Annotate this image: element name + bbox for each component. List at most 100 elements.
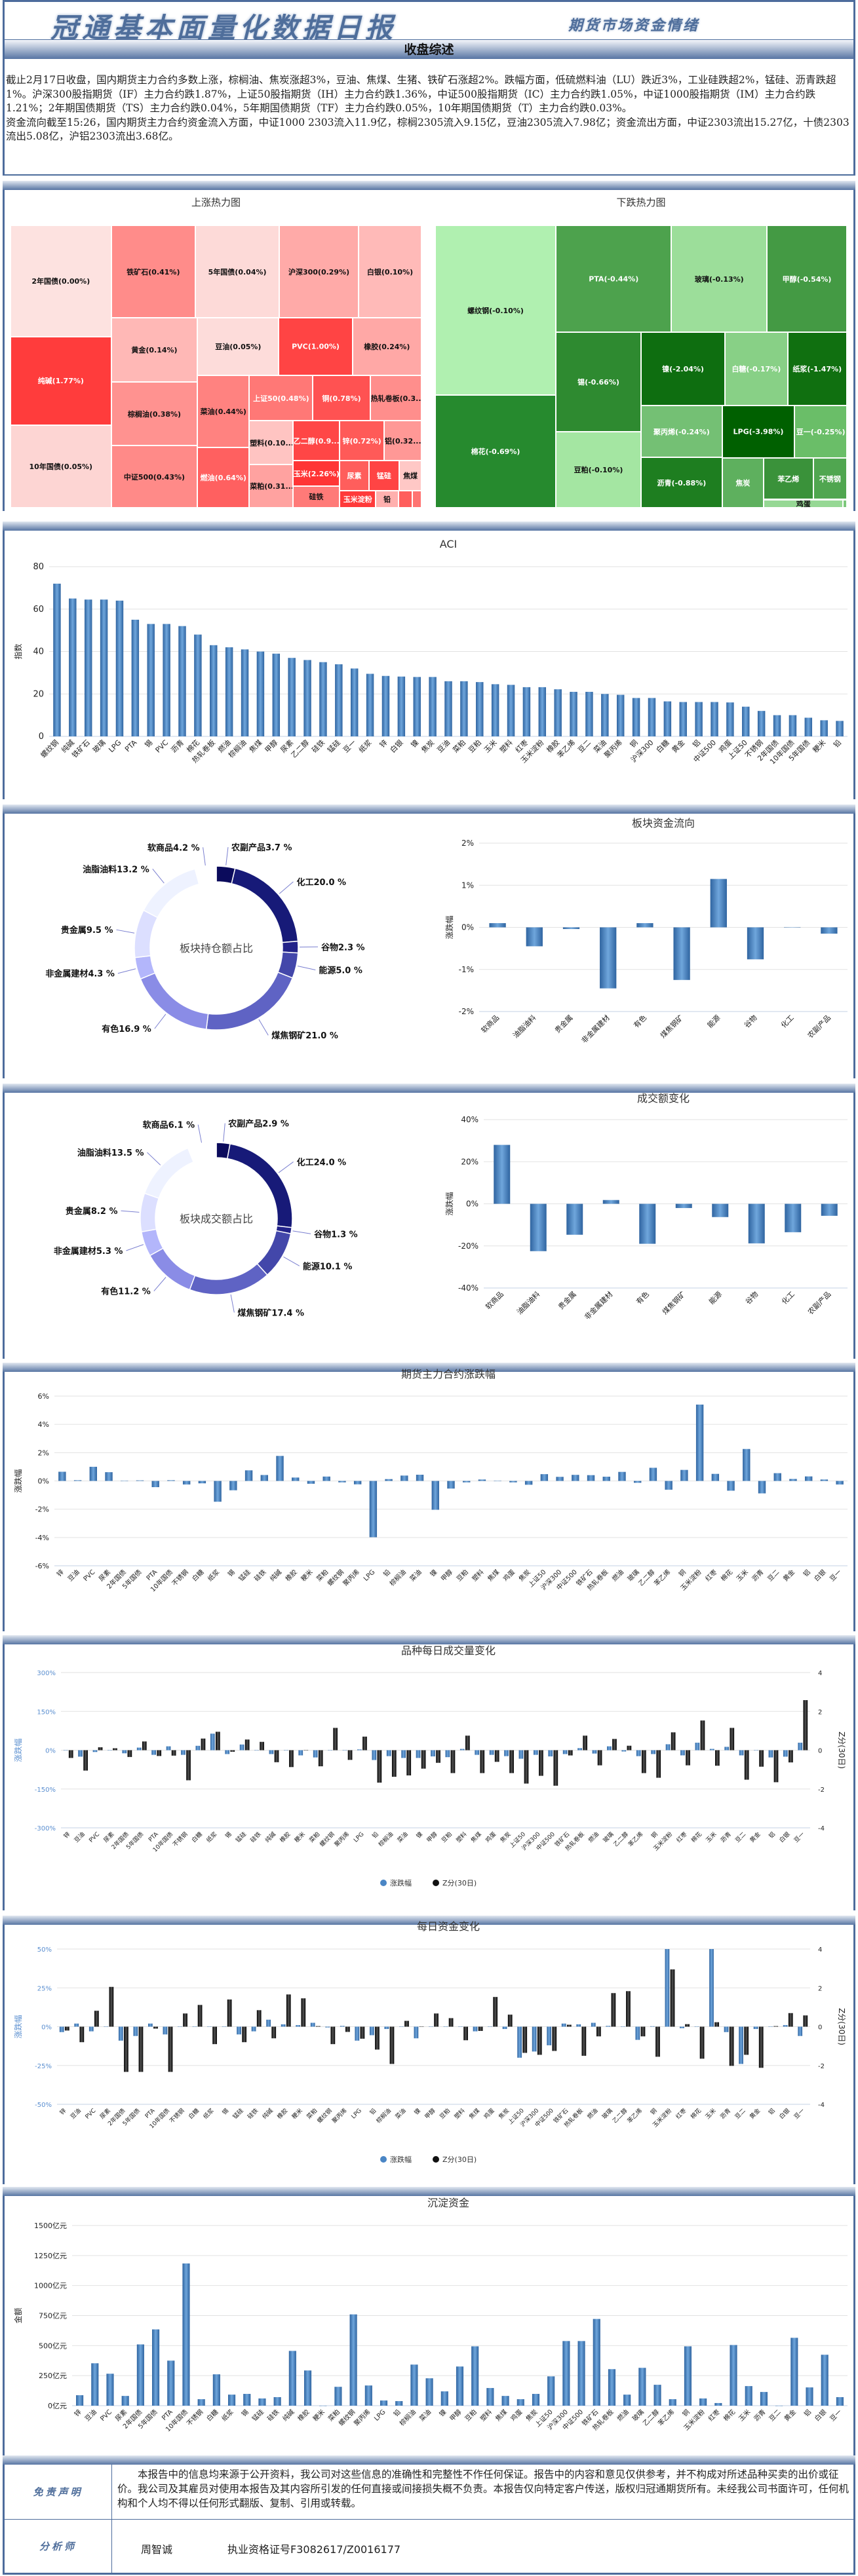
heatmap-cell[interactable]: 铜(0.78%) (313, 375, 370, 421)
heatmap-cell[interactable]: 热轧卷板(0.3... (370, 375, 421, 421)
bar-zscore (729, 2026, 734, 2066)
heatmap-cell[interactable]: 黄金(0.14%) (111, 318, 198, 383)
heatmap-cell[interactable]: 玉米(2.26%) (292, 461, 340, 486)
bar (243, 2394, 251, 2406)
heatmap-cell[interactable]: 2年国债(0.00%) (10, 225, 111, 337)
bar-change (650, 2026, 655, 2027)
heatmap-cell[interactable]: 中证500(0.43%) (111, 445, 198, 508)
heatmap-cell[interactable]: 尿素 (340, 461, 369, 491)
y-tick-label: 1500亿元 (34, 2222, 67, 2230)
heatmap-cell[interactable]: 沥青(-0.88%) (641, 457, 722, 508)
x-tick-label: 红枣 (674, 2107, 688, 2121)
heatmap-cell[interactable]: 白银(0.10%) (359, 225, 421, 318)
heatmap-cell[interactable]: 焦煤 (399, 461, 421, 491)
heatmap-cell[interactable]: 螺纹钢(-0.10%) (435, 225, 556, 396)
x-tick-label: 菜粕 (451, 738, 467, 754)
heatmap-cell[interactable] (398, 491, 413, 508)
bar (444, 681, 452, 736)
bar-zscore (271, 2026, 277, 2039)
bar-zscore (289, 1750, 294, 1768)
heatmap-cell[interactable]: 棕榈油(0.38%) (111, 382, 198, 446)
bar-zscore (744, 2026, 749, 2055)
chart-section (3, 181, 855, 511)
donut-center-title: 板块持仓额占比 (180, 942, 253, 955)
heatmap-cell[interactable]: PTA(-0.44%) (556, 225, 672, 333)
x-tick-label: 化工 (779, 1013, 795, 1029)
bar-change (151, 1750, 157, 1755)
bar (517, 2399, 524, 2406)
heatmap-cell[interactable]: 豆油(0.05%) (197, 318, 279, 376)
heatmap-cell[interactable]: 锌(0.72%) (340, 420, 384, 461)
x-tick-label: 软商品 (484, 1289, 505, 1311)
heatmap-cell[interactable]: 玻璃(-0.13%) (671, 225, 768, 333)
heatmap-cell[interactable]: 铝(0.32... (383, 420, 421, 461)
bar-zscore (744, 1750, 749, 1780)
heatmap-cell-label: PTA(-0.44%) (589, 275, 639, 284)
heatmap-cell[interactable]: 焦炭 (722, 458, 764, 508)
heatmap-cell[interactable]: 燃油(0.64%) (197, 447, 250, 508)
heatmap-cell[interactable]: 铅 (376, 491, 399, 508)
heatmap-cell[interactable]: 不锈钢 (813, 458, 847, 500)
x-tick-label: 橡胶 (284, 1568, 299, 1583)
bar-zscore (83, 1750, 88, 1771)
heatmap-cell-label: 尿素 (347, 472, 362, 481)
heatmap-cell[interactable]: PVC(1.00%) (279, 318, 353, 376)
heatmap-cell[interactable]: 苯乙烯 (764, 458, 813, 500)
heatmap-cell[interactable]: 锡(-0.66%) (556, 332, 641, 432)
summary-textarea[interactable]: 截止2月17日收盘，国内期货主力合约多数上涨，棕榈油、焦炭涨超3%，豆油、焦煤、… (3, 59, 855, 176)
heatmap-cell[interactable]: 菜粕(0.31... (249, 464, 293, 508)
heatmap-cell[interactable]: 纯碱(1.77%) (10, 336, 111, 426)
heatmap-cell[interactable]: 豆粕(-0.10%) (556, 432, 641, 508)
y-tick-label: 150% (37, 1709, 56, 1716)
heatmap-cell[interactable]: 聚丙烯(-0.24%) (641, 406, 722, 458)
heatmap-cell[interactable]: 鸡蛋 (764, 499, 844, 508)
bar (804, 1476, 813, 1481)
bar (288, 658, 296, 736)
x-tick-label: 铝 (803, 2408, 813, 2419)
x-tick-label: 白糖 (205, 2408, 220, 2423)
donut-slice (256, 1230, 292, 1276)
bar (303, 660, 311, 736)
x-tick-label: 玉米 (703, 2107, 717, 2121)
heatmap-cell[interactable]: 上证50(0.48%) (249, 375, 313, 421)
heatmap-cell[interactable]: 白糖(-0.17%) (725, 332, 788, 406)
bar (748, 1203, 765, 1243)
heatmap-cell[interactable]: 豆一(-0.25%) (794, 406, 847, 459)
heatmap-cell[interactable]: 甲醇(-0.54%) (767, 225, 847, 333)
heatmap-cell[interactable]: 5年国债(0.04%) (195, 225, 280, 318)
heatmap-cell[interactable] (843, 499, 847, 508)
heatmap-cell[interactable]: 沪深300(0.29%) (279, 225, 359, 318)
slice-label: 软商品4.2 % (147, 843, 200, 853)
heatmap-cell[interactable] (412, 491, 421, 508)
bar (820, 720, 828, 736)
bar (526, 927, 543, 947)
heatmap-cell[interactable]: 棉花(-0.69%) (435, 395, 556, 508)
bar (632, 698, 640, 736)
heatmap-cell[interactable]: 橡胶(0.24%) (352, 318, 421, 376)
bar-zscore (450, 1750, 456, 1773)
bar-change (724, 2026, 729, 2032)
x-tick-label: 锌 (378, 738, 389, 749)
heatmap-cell[interactable]: 玉米淀粉 (340, 491, 376, 508)
heatmap-cell[interactable]: 镍(-2.04%) (641, 332, 726, 406)
x-tick-label: 棕榈油 (388, 1568, 408, 1587)
chart-title: 每日资金变化 (417, 1920, 480, 1933)
chart-section (3, 1363, 855, 1631)
bar-change (577, 1748, 582, 1751)
bar-zscore (640, 2026, 646, 2037)
heatmap-cell[interactable]: 乙二醇(0.9... (292, 420, 340, 461)
bar-change (136, 1747, 142, 1751)
bar-zscore (94, 2011, 99, 2027)
heatmap-cell[interactable]: 10年国债(0.05%) (10, 425, 111, 508)
heatmap-cell[interactable]: 锰硅 (368, 461, 400, 491)
heatmap-cell[interactable]: LPG(-3.98%) (722, 406, 795, 459)
heatmap-cell-label: 棉花(-0.69%) (471, 447, 520, 457)
bar-change (768, 1750, 773, 1758)
heatmap-cell[interactable]: 纸浆(-1.47%) (787, 332, 847, 406)
bar-zscore (404, 2020, 409, 2027)
heatmap-cell[interactable]: 塑料(0.10... (249, 420, 293, 465)
heatmap-cell[interactable]: 硅铁 (292, 485, 340, 508)
heatmap-cell[interactable]: 菜油(0.44%) (197, 375, 250, 448)
heatmap-cell[interactable]: 铁矿石(0.41%) (111, 225, 196, 318)
x-tick-label: 铝 (802, 1568, 812, 1579)
